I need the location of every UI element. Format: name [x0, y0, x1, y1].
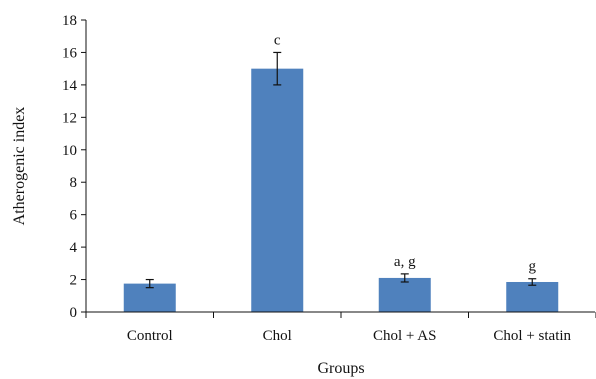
- y-tick-label: 18: [62, 13, 77, 29]
- bar: [251, 68, 304, 313]
- significance-labels: c a, g g: [274, 32, 537, 274]
- y-tick-label: 8: [70, 175, 78, 191]
- x-axis-ticks: Control Chol Chol + AS Chol + statin: [85, 312, 596, 344]
- y-tick-label: 12: [62, 110, 77, 126]
- y-tick-label: 16: [62, 45, 78, 61]
- bar: [123, 283, 176, 312]
- y-tick-label: 6: [70, 208, 78, 224]
- x-tick-label: Chol: [263, 328, 292, 344]
- significance-label: c: [274, 32, 281, 48]
- bar: [378, 277, 431, 312]
- y-tick-label: 14: [62, 78, 78, 94]
- significance-label: a, g: [394, 254, 416, 270]
- y-tick-label: 0: [70, 305, 78, 321]
- y-axis-title: Atherogenic index: [11, 107, 28, 226]
- x-axis-title: Groups: [317, 360, 364, 377]
- error-bars: [145, 51, 537, 289]
- x-tick-label: Chol + statin: [493, 328, 571, 344]
- x-tick-label: Control: [127, 328, 173, 344]
- y-axis-ticks: 0 2 4 6 8 10 12 14 16 18: [62, 13, 86, 321]
- y-tick-label: 10: [62, 143, 77, 159]
- bar: [506, 281, 559, 312]
- y-tick-label: 4: [70, 240, 78, 256]
- y-tick-label: 2: [70, 273, 78, 289]
- bars: [123, 68, 559, 313]
- significance-label: g: [529, 259, 537, 275]
- x-tick-label: Chol + AS: [373, 328, 436, 344]
